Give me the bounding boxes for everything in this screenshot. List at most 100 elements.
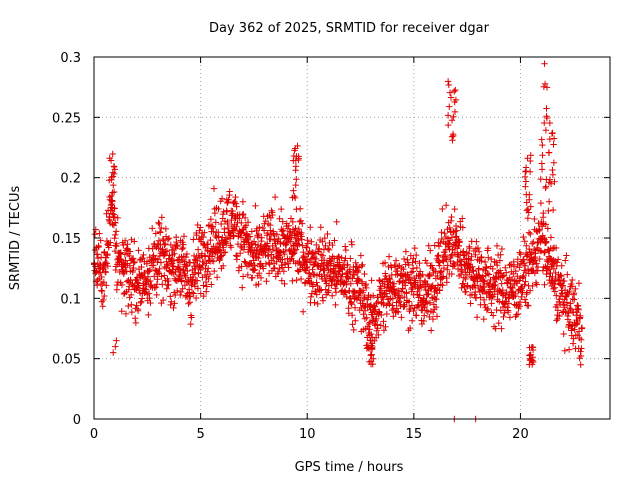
data-point bbox=[449, 246, 456, 253]
data-point bbox=[350, 271, 358, 279]
data-point bbox=[451, 98, 458, 106]
data-point bbox=[162, 248, 169, 255]
data-point bbox=[126, 262, 134, 269]
data-point bbox=[215, 233, 222, 240]
data-point bbox=[367, 337, 374, 344]
data-point bbox=[491, 288, 498, 296]
data-point bbox=[188, 314, 195, 321]
data-point bbox=[372, 306, 379, 313]
data-point bbox=[537, 199, 545, 207]
data-point bbox=[95, 269, 103, 276]
data-point bbox=[380, 301, 387, 308]
data-point bbox=[506, 314, 514, 321]
data-point bbox=[444, 112, 452, 119]
x-tick-label: 15 bbox=[406, 427, 423, 442]
data-point bbox=[297, 275, 305, 283]
data-point bbox=[307, 293, 315, 301]
data-point bbox=[157, 224, 165, 232]
data-point bbox=[210, 228, 217, 235]
data-point bbox=[367, 352, 374, 359]
data-point bbox=[536, 226, 543, 233]
data-point bbox=[402, 248, 410, 255]
data-point bbox=[107, 239, 114, 246]
data-point bbox=[322, 277, 330, 285]
data-point bbox=[97, 237, 104, 244]
data-point bbox=[254, 233, 262, 241]
data-point bbox=[394, 271, 401, 278]
data-point bbox=[437, 239, 444, 247]
data-point bbox=[200, 282, 207, 289]
data-point bbox=[118, 281, 126, 289]
data-point bbox=[281, 261, 289, 268]
data-point bbox=[251, 266, 259, 274]
data-point bbox=[410, 307, 417, 315]
data-point bbox=[275, 235, 282, 243]
data-point bbox=[574, 318, 581, 326]
data-point bbox=[185, 300, 192, 307]
data-point bbox=[521, 281, 528, 288]
data-point bbox=[533, 281, 541, 288]
data-point bbox=[405, 298, 413, 305]
data-point bbox=[424, 291, 431, 298]
data-point bbox=[544, 225, 552, 232]
data-point bbox=[419, 271, 426, 278]
data-point bbox=[313, 279, 320, 286]
data-point bbox=[386, 275, 393, 282]
data-point bbox=[475, 248, 483, 255]
data-point bbox=[273, 258, 280, 265]
data-point bbox=[486, 280, 493, 287]
data-point bbox=[406, 324, 414, 332]
data-point bbox=[521, 267, 528, 274]
data-point bbox=[279, 264, 286, 271]
data-point bbox=[138, 263, 145, 271]
data-point bbox=[318, 260, 326, 267]
data-point bbox=[333, 218, 340, 226]
data-point bbox=[293, 206, 300, 213]
data-point bbox=[369, 343, 376, 351]
data-point bbox=[225, 196, 232, 203]
data-point bbox=[348, 300, 355, 308]
data-point bbox=[291, 147, 298, 154]
y-tick-label: 0.1 bbox=[60, 292, 81, 307]
data-point bbox=[316, 287, 324, 294]
data-point bbox=[176, 291, 184, 299]
data-point bbox=[94, 251, 101, 258]
data-point bbox=[459, 224, 466, 231]
data-point bbox=[411, 244, 419, 252]
data-point bbox=[317, 266, 324, 273]
data-point bbox=[575, 280, 583, 287]
data-point bbox=[502, 264, 509, 271]
data-point bbox=[223, 208, 231, 215]
data-point bbox=[426, 299, 434, 306]
data-point bbox=[577, 352, 585, 360]
data-point bbox=[121, 261, 128, 269]
data-point bbox=[552, 244, 560, 252]
data-point bbox=[416, 259, 423, 267]
data-point bbox=[568, 282, 576, 290]
data-point bbox=[382, 323, 389, 330]
data-point bbox=[146, 277, 154, 285]
data-point bbox=[97, 269, 104, 277]
data-point bbox=[541, 80, 549, 88]
data-point bbox=[277, 205, 285, 213]
data-point bbox=[226, 188, 233, 195]
data-point bbox=[128, 301, 135, 308]
data-point bbox=[541, 119, 548, 127]
data-point bbox=[554, 307, 562, 314]
data-point bbox=[279, 256, 286, 263]
data-point bbox=[577, 361, 584, 368]
data-point bbox=[432, 303, 440, 311]
data-point bbox=[480, 277, 487, 284]
data-point bbox=[485, 254, 492, 261]
data-point bbox=[183, 250, 191, 258]
data-point bbox=[126, 248, 134, 255]
data-point bbox=[392, 309, 399, 316]
data-point bbox=[363, 314, 370, 321]
data-point bbox=[495, 319, 502, 327]
data-point bbox=[270, 260, 278, 267]
data-point bbox=[240, 210, 247, 218]
data-point bbox=[268, 251, 275, 258]
data-point bbox=[377, 322, 384, 329]
data-point bbox=[289, 218, 297, 226]
data-point bbox=[113, 337, 120, 344]
